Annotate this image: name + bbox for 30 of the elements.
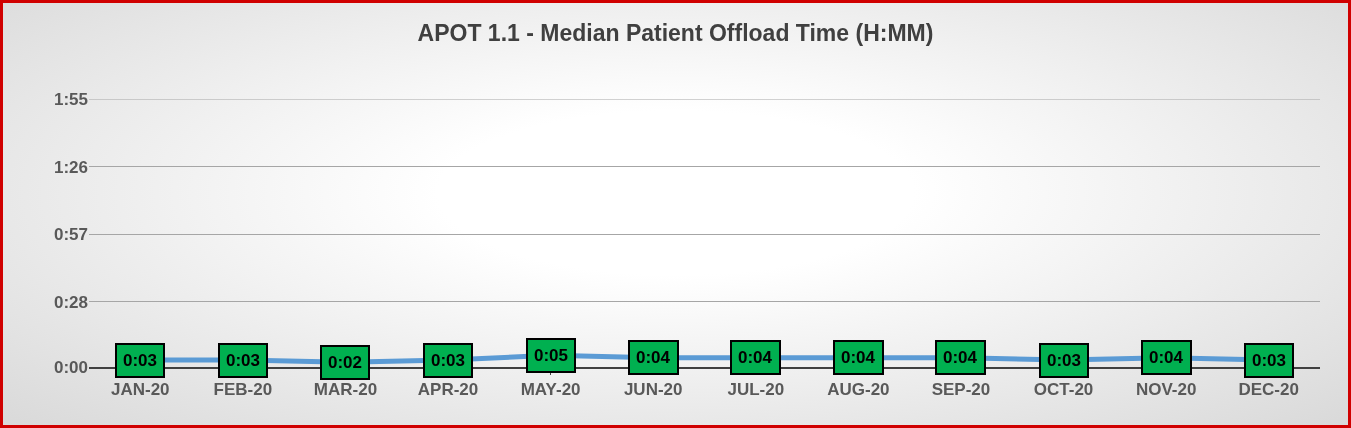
data-label: 0:05 bbox=[534, 346, 569, 365]
x-tick-label: NOV-20 bbox=[1135, 380, 1197, 400]
x-tick-label: DEC-20 bbox=[1238, 380, 1299, 400]
data-label: 0:04 bbox=[943, 348, 978, 367]
data-label: 0:03 bbox=[123, 351, 158, 370]
y-tick-label: 0:28 bbox=[53, 292, 88, 312]
x-tick-label: APR-20 bbox=[417, 380, 479, 400]
x-tick-label: JUL-20 bbox=[727, 380, 785, 400]
data-label: 0:03 bbox=[1047, 351, 1082, 370]
x-tick-label: SEP-20 bbox=[931, 380, 991, 400]
x-tick-label: MAY-20 bbox=[520, 380, 581, 400]
x-tick-label: AUG-20 bbox=[827, 380, 890, 400]
x-tick-label: OCT-20 bbox=[1033, 380, 1094, 400]
data-label: 0:04 bbox=[841, 348, 876, 367]
data-label: 0:03 bbox=[1252, 351, 1287, 370]
data-label: 0:02 bbox=[328, 353, 363, 372]
data-label: 0:03 bbox=[431, 351, 466, 370]
x-tick-label: FEB-20 bbox=[213, 380, 273, 400]
y-tick-label: 0:00 bbox=[53, 357, 88, 377]
y-tick-label: 1:55 bbox=[53, 89, 88, 109]
data-label: 0:04 bbox=[1149, 348, 1184, 367]
y-tick-label: 0:57 bbox=[53, 225, 88, 245]
chart-title: APOT 1.1 - Median Patient Offload Time (H:MM) bbox=[417, 19, 934, 46]
y-tick-label: 1:26 bbox=[53, 157, 88, 177]
x-tick-label: MAR-20 bbox=[313, 380, 378, 400]
x-tick-label: JAN-20 bbox=[110, 380, 170, 400]
data-label: 0:03 bbox=[226, 351, 261, 370]
data-label: 0:04 bbox=[636, 348, 671, 367]
x-tick-label: JUN-20 bbox=[623, 380, 683, 400]
data-label: 0:04 bbox=[738, 348, 773, 367]
